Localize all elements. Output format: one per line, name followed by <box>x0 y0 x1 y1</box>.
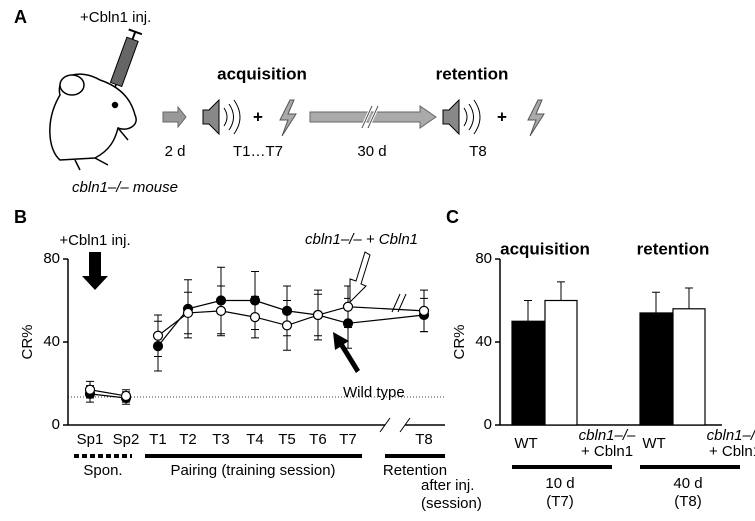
data-point <box>281 305 293 316</box>
break <box>361 105 379 129</box>
after-label: (session) <box>421 495 482 512</box>
shock <box>279 99 297 137</box>
mouse-label: cbln1–/– mouse <box>72 179 178 196</box>
error-bar <box>652 291 660 313</box>
annotation: +Cbln1 inj. <box>59 232 130 249</box>
bar <box>544 299 578 426</box>
data-point <box>215 305 227 316</box>
data-point <box>120 390 132 402</box>
session-label: 10 d <box>545 475 574 492</box>
after-label: after inj. <box>421 477 474 494</box>
data-point <box>215 295 227 306</box>
panel-label: B <box>14 207 27 227</box>
bar-label: + Cbln1 <box>709 443 755 460</box>
group-label: Pairing (training session) <box>170 462 335 479</box>
panel-label: C <box>446 207 459 227</box>
x-tick-label: Sp2 <box>113 431 140 448</box>
group-label: Spon. <box>83 462 122 479</box>
series-line <box>157 299 425 347</box>
delay-label: 30 d <box>357 143 386 160</box>
data-point <box>342 318 354 329</box>
plus: + <box>497 107 507 126</box>
series-line <box>89 389 127 397</box>
series-line <box>89 393 127 399</box>
bar <box>672 308 706 426</box>
group-label: Retention <box>383 462 447 479</box>
x-tick-label: T2 <box>179 431 197 448</box>
session-label: 40 d <box>673 475 702 492</box>
speaker <box>202 98 241 136</box>
data-point <box>249 312 261 323</box>
data-point <box>249 295 261 306</box>
x-tick-label: T1 <box>149 431 167 448</box>
error-bar <box>557 281 565 301</box>
y-tick-label: 0 <box>52 416 60 433</box>
error-bar <box>524 300 532 322</box>
x-tick-label: T6 <box>309 431 327 448</box>
bar-label: WT <box>514 435 537 452</box>
x-tick-label: Sp1 <box>77 431 104 448</box>
session-label: T1…T7 <box>233 143 283 160</box>
series-label: cbln1–/– + Cbln1 <box>305 231 418 248</box>
data-point <box>281 320 293 331</box>
session-label: T8 <box>469 143 487 160</box>
arrow <box>333 332 360 373</box>
data-point <box>312 309 324 321</box>
category-label: acquisition <box>500 239 590 258</box>
data-point <box>182 307 194 319</box>
y-tick-label: 40 <box>43 333 60 350</box>
category-label: retention <box>637 239 710 258</box>
arrow <box>162 105 187 129</box>
session-label: (T8) <box>674 493 702 510</box>
plus: + <box>253 107 263 126</box>
bar <box>511 320 545 426</box>
phase-label: acquisition <box>217 64 307 83</box>
y-axis-label: CR% <box>19 324 36 359</box>
y-tick-label: 80 <box>43 250 60 267</box>
bar-label: cbln1–/– <box>579 427 636 444</box>
mouse <box>49 73 137 171</box>
axis-break <box>379 417 411 433</box>
data-point <box>342 301 354 312</box>
data-point <box>84 384 96 395</box>
delay-label: 2 d <box>165 143 186 160</box>
series-label: Wild type <box>343 384 405 401</box>
bar <box>639 312 673 426</box>
x-tick-label: T3 <box>212 431 230 448</box>
error-bar <box>685 287 693 309</box>
phase-label: retention <box>436 64 509 83</box>
shock <box>527 99 545 137</box>
y-tick-label: 40 <box>475 333 492 350</box>
bar-label: + Cbln1 <box>581 443 633 460</box>
x-tick-label: T5 <box>278 431 296 448</box>
x-tick-label: T8 <box>415 431 433 448</box>
y-tick-label: 80 <box>475 250 492 267</box>
x-tick-label: T4 <box>246 431 264 448</box>
x-tick-label: T7 <box>339 431 357 448</box>
injection-label: +Cbln1 inj. <box>80 9 151 26</box>
data-point <box>152 330 164 341</box>
session-label: (T7) <box>546 493 574 510</box>
speaker <box>442 98 481 136</box>
bar-label: WT <box>642 435 665 452</box>
panel-label: A <box>14 7 27 27</box>
bar-label: cbln1–/– <box>707 427 755 444</box>
y-axis-label: CR% <box>451 324 468 359</box>
data-point <box>152 341 164 352</box>
y-tick-label: 0 <box>484 416 492 433</box>
data-point <box>418 305 430 316</box>
arrow <box>82 252 108 290</box>
arrow <box>349 251 371 304</box>
series-line <box>157 306 425 337</box>
